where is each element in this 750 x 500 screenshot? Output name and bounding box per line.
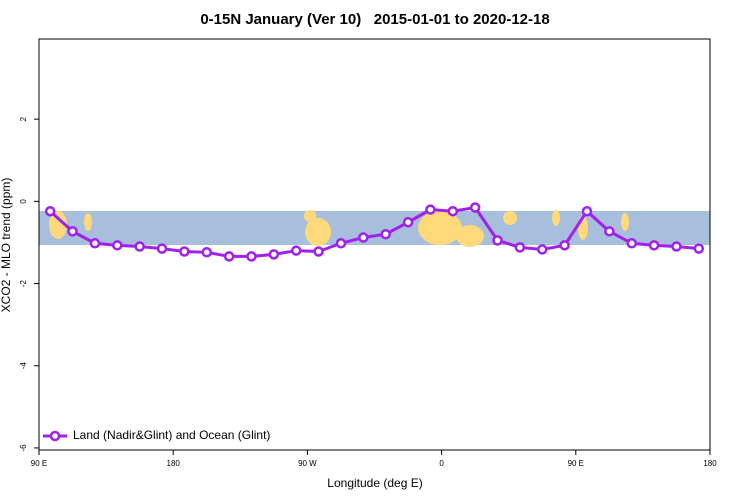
point [559,240,570,251]
x-tick-label: 90 W [298,459,317,468]
y-tick-label: 0 [19,199,28,204]
point [134,241,145,252]
point [604,226,615,237]
y-tick-label: -4 [19,362,28,370]
point [626,238,637,249]
point [335,238,347,249]
point [693,243,705,254]
y-axis-label: XCO2 - MLO trend (ppm) [0,178,13,313]
x-axis-label: Longitude (deg E) [327,476,422,490]
x-tick-label: 180 [167,459,181,468]
point [581,205,593,217]
point [514,242,526,253]
point [313,246,324,257]
point [112,240,123,251]
point [358,232,369,243]
y-tick-label: -2 [19,279,28,287]
point [67,226,78,237]
x-tick-label: 90 E [568,459,584,468]
point [671,241,682,252]
y-tick-label: 2 [19,116,28,121]
point [156,243,168,254]
x-tick-label: 90 E [31,459,47,468]
point [469,202,481,213]
point [447,205,459,217]
point [44,205,56,217]
point [201,247,212,258]
point [537,244,548,255]
point [223,251,235,262]
y-tick-label: -6 [19,444,28,452]
point [425,204,436,215]
point [290,245,302,256]
x-tick-label: 0 [439,459,444,468]
legend-marker [49,430,61,442]
point [268,249,280,260]
point [492,235,503,246]
map-strip [39,210,710,247]
point [380,228,391,240]
x-tick-label: 180 [703,459,717,468]
point [179,246,190,257]
chart-title: 0-15N January (Ver 10) 2015-01-01 to 202… [200,11,549,28]
point [648,240,660,251]
plot-frame [38,38,711,451]
point [246,251,257,262]
legend-label: Land (Nadir&Glint) and Ocean (Glint) [73,428,270,442]
point [89,238,101,249]
point [402,217,414,228]
